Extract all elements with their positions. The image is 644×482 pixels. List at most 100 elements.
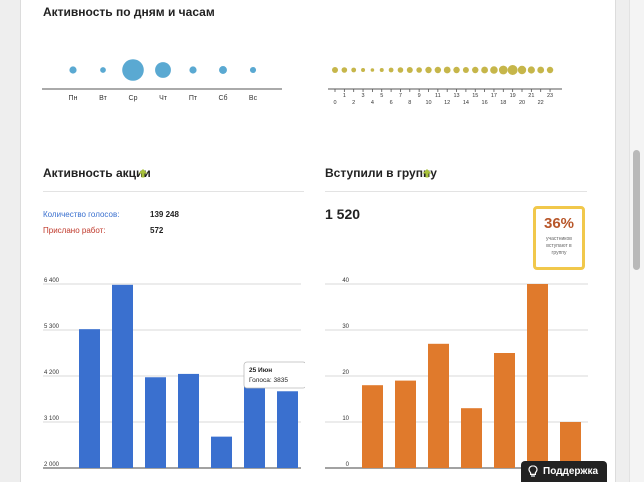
hour-bubble <box>425 66 432 74</box>
support-button[interactable]: Поддержка <box>521 461 607 482</box>
joined-divider <box>325 191 587 192</box>
hour-tick-label: 9 <box>418 93 421 99</box>
hour-tick-label: 10 <box>425 100 431 106</box>
tooltip-date: 25 Июн <box>249 367 272 374</box>
y-tick-label: 10 <box>342 416 349 422</box>
hour-tick-label: 6 <box>390 100 393 106</box>
activity-by-hours-chart: 1 3 5 7 9 11 13 15 17 19 21 230 2 4 6 8 10 12 14 16 18 20 22 <box>328 65 562 106</box>
joined-count: 1 520 <box>325 206 361 222</box>
day-bubble <box>189 66 197 74</box>
y-tick-label: 3 100 <box>44 416 60 422</box>
joined-group-bar-chart: 0 10 20 30 40 <box>325 278 588 469</box>
votes-label: Количество голосов: <box>43 210 120 219</box>
promo-activity-bar-chart: 2 000 3 100 4 200 5 300 6 400 25 Июн Голоса: 3… <box>43 278 305 469</box>
works-value: 572 <box>150 226 164 235</box>
hour-bubble <box>434 66 442 74</box>
scrollbar-thumb[interactable] <box>633 150 640 270</box>
bar-tooltip <box>243 361 305 389</box>
hour-tick-label: 5 <box>380 93 383 99</box>
day-bubble <box>249 66 257 74</box>
hour-bubble <box>481 66 488 74</box>
hour-bubble <box>527 66 535 74</box>
hour-bubble <box>498 65 508 75</box>
promo-divider <box>43 191 304 192</box>
hour-tick-label: 15 <box>472 93 478 99</box>
arrow-up-icon <box>138 169 148 178</box>
activity-by-days-chart: Пн Вт Ср Чт Пт Сб Вс <box>42 59 282 102</box>
hour-bubble <box>332 67 338 73</box>
hour-bubble <box>388 67 394 73</box>
day-bubble <box>122 59 144 81</box>
y-tick-label: 40 <box>342 278 349 284</box>
hour-bubble <box>341 67 348 73</box>
day-tick-label: Сб <box>218 94 227 102</box>
hour-tick-label: 2 <box>352 100 355 106</box>
hour-tick-label: 21 <box>528 93 534 99</box>
y-tick-label: 6 400 <box>44 278 60 284</box>
works-label: Прислано работ: <box>43 226 106 235</box>
votes-value: 139 248 <box>150 210 179 219</box>
y-tick-label: 0 <box>346 462 350 468</box>
hour-bubble <box>490 66 498 74</box>
day-tick-label: Вт <box>99 95 107 102</box>
bar <box>362 385 383 468</box>
joined-group-heading: Вступили в группу <box>325 166 437 180</box>
hour-bubble <box>406 67 413 73</box>
hour-bubble <box>462 67 469 73</box>
hour-bubble <box>537 66 545 74</box>
day-bubble <box>100 67 106 73</box>
hour-tick-label: 14 <box>463 100 469 106</box>
bar <box>527 284 548 468</box>
hour-tick-label: 23 <box>547 93 553 99</box>
y-tick-label: 20 <box>342 370 349 376</box>
hour-bubble <box>507 65 518 75</box>
hour-tick-label: 11 <box>435 93 441 99</box>
hour-bubble <box>472 66 479 74</box>
bar <box>560 422 581 468</box>
hour-tick-label: 18 <box>500 100 506 106</box>
y-tick-label: 5 300 <box>44 324 60 330</box>
day-tick-label: Пт <box>189 95 198 102</box>
hour-bubble <box>370 68 375 72</box>
hour-bubble <box>361 68 366 72</box>
hour-bubble <box>351 67 357 73</box>
hour-tick-label: 4 <box>371 100 374 106</box>
activity-days-hours-heading: Активность по дням и часам <box>43 5 215 19</box>
hour-tick-label: 12 <box>444 100 450 106</box>
hour-bubble <box>517 65 527 75</box>
hour-tick-label: 0 <box>333 100 336 106</box>
day-bubble <box>219 66 227 74</box>
bar <box>112 284 133 468</box>
bar <box>277 391 298 468</box>
y-tick-label: 4 200 <box>44 370 60 376</box>
bar <box>178 373 199 468</box>
hour-tick-label: 16 <box>482 100 488 106</box>
hour-tick-label: 17 <box>491 93 497 99</box>
day-bubble <box>155 62 171 78</box>
hour-bubble <box>443 66 451 74</box>
day-bubble <box>69 66 77 74</box>
arrow-up-icon <box>422 169 432 178</box>
hour-tick-label: 22 <box>538 100 544 106</box>
hour-tick-label: 20 <box>519 100 525 106</box>
promo-activity-heading: Активность акции <box>43 166 151 180</box>
bar <box>428 343 449 468</box>
hour-tick-label: 1 <box>343 93 346 99</box>
bar <box>494 353 515 468</box>
day-tick-label: Вс <box>249 95 258 102</box>
hour-bubble <box>397 67 404 73</box>
bar <box>211 436 232 468</box>
day-tick-label: Чт <box>159 95 168 102</box>
join-percent-badge: 36% участников вступают в группу <box>533 206 585 270</box>
day-tick-label: Пн <box>69 95 78 102</box>
lightbulb-icon <box>528 465 538 477</box>
hour-bubble <box>416 67 422 73</box>
bar <box>79 329 100 468</box>
hour-tick-label: 13 <box>453 93 459 99</box>
support-label: Поддержка <box>543 466 599 477</box>
bar <box>244 379 265 468</box>
hour-tick-label: 8 <box>408 100 411 106</box>
hour-tick-label: 7 <box>399 93 402 99</box>
vertical-scrollbar[interactable] <box>629 0 644 482</box>
y-tick-label: 30 <box>342 324 349 330</box>
